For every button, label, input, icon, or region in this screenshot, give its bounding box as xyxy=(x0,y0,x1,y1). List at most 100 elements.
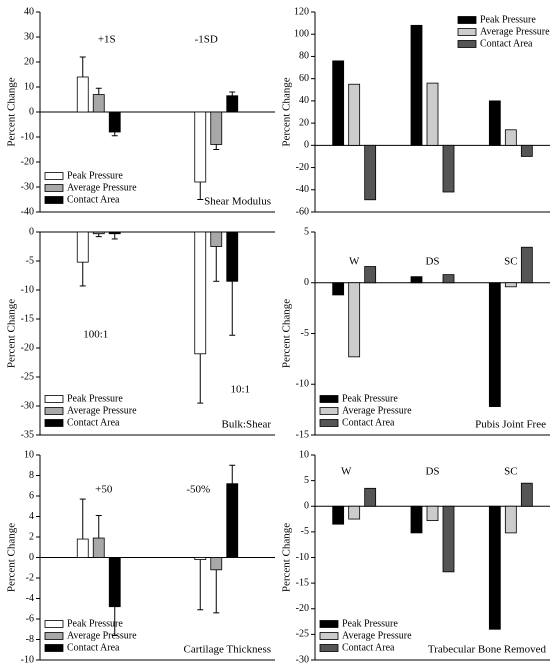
y-tick-label: -25 xyxy=(21,371,34,382)
y-axis-label: Percent Change xyxy=(281,77,293,146)
y-tick-label: 20 xyxy=(24,56,34,67)
bar xyxy=(364,144,377,201)
category-label: W xyxy=(349,256,360,268)
y-axis-label: Percent Change xyxy=(281,523,293,592)
bar xyxy=(504,129,517,146)
legend-label: Peak Pressure xyxy=(480,14,536,25)
bar xyxy=(108,231,121,235)
y-tick-label: -20 xyxy=(21,342,34,353)
legend-swatch xyxy=(44,620,64,628)
panel-label: Pubis Joint Free xyxy=(475,419,546,431)
y-tick-label: -20 xyxy=(296,603,309,614)
y-tick-label: -30 xyxy=(296,654,309,665)
panel-label: Bulk:Shear xyxy=(222,419,272,431)
bar xyxy=(194,231,207,355)
panel-label: Trabecular Bone Removed xyxy=(428,644,547,656)
y-tick-label: -8 xyxy=(26,634,34,645)
legend-label: Peak Pressure xyxy=(342,618,398,629)
y-tick-label: -10 xyxy=(296,379,309,390)
bar xyxy=(364,266,377,284)
legend-swatch xyxy=(44,395,64,403)
legend-label: Contact Area xyxy=(67,417,120,428)
bar xyxy=(504,505,517,534)
y-tick-label: 60 xyxy=(299,73,309,84)
y-tick-label: 4 xyxy=(29,511,34,522)
bar xyxy=(92,231,105,235)
y-tick-label: 10 xyxy=(299,449,309,460)
y-tick-label: -60 xyxy=(296,206,309,217)
legend-label: Average Pressure xyxy=(67,182,137,193)
y-tick-label: -5 xyxy=(301,526,309,537)
category-label: +50 xyxy=(95,484,113,496)
y-tick-label: 20 xyxy=(299,117,309,128)
category-label: SC xyxy=(504,256,517,268)
bar xyxy=(410,24,423,146)
bar xyxy=(364,487,377,507)
y-tick-label: -10 xyxy=(21,654,34,665)
y-axis-label: Percent Change xyxy=(6,77,18,146)
y-tick-label: 8 xyxy=(29,470,34,481)
bar xyxy=(488,100,501,146)
y-axis-label: Percent Change xyxy=(281,299,293,368)
bar xyxy=(108,557,121,608)
y-tick-label: 2 xyxy=(29,531,34,542)
bar xyxy=(210,111,223,145)
bar xyxy=(488,505,501,630)
legend-label: Peak Pressure xyxy=(342,393,398,404)
bar xyxy=(194,111,207,183)
legend-swatch xyxy=(319,632,339,640)
y-tick-label: 0 xyxy=(29,106,34,117)
y-tick-label: -10 xyxy=(296,552,309,563)
legend-swatch xyxy=(44,419,64,427)
panel-label: Cartilage Thickness xyxy=(184,644,271,656)
bar xyxy=(348,83,361,146)
y-tick-label: 80 xyxy=(299,51,309,62)
y-tick-label: -5 xyxy=(26,255,34,266)
y-tick-label: -20 xyxy=(21,156,34,167)
legend-label: Average Pressure xyxy=(342,630,412,641)
y-tick-label: 0 xyxy=(29,226,34,237)
y-tick-label: -40 xyxy=(296,184,309,195)
bar xyxy=(76,231,89,263)
category-label: -1SD xyxy=(195,34,218,46)
y-tick-label: 5 xyxy=(304,226,309,237)
bar xyxy=(348,282,361,358)
bar xyxy=(226,483,239,558)
y-tick-label: -4 xyxy=(26,593,34,604)
bar xyxy=(76,76,89,113)
y-axis-label: Percent Change xyxy=(6,299,18,368)
y-tick-label: 30 xyxy=(24,31,34,42)
bar xyxy=(520,482,533,507)
bar xyxy=(410,505,423,534)
legend-label: Peak Pressure xyxy=(67,618,123,629)
bar xyxy=(226,95,239,113)
category-label: +1S xyxy=(98,34,116,46)
y-tick-label: 0 xyxy=(29,552,34,563)
bar xyxy=(332,505,345,525)
y-tick-label: 10 xyxy=(24,449,34,460)
legend-swatch xyxy=(457,28,477,36)
bar xyxy=(194,557,207,560)
y-axis-label: Percent Change xyxy=(6,523,18,592)
bar xyxy=(520,246,533,284)
y-tick-label: -5 xyxy=(301,328,309,339)
y-tick-label: -2 xyxy=(26,572,34,583)
bar xyxy=(426,505,439,522)
bar xyxy=(92,537,105,558)
bar xyxy=(442,144,455,193)
y-tick-label: -30 xyxy=(21,181,34,192)
legend-swatch xyxy=(44,196,64,204)
category-label: SC xyxy=(504,466,517,478)
y-tick-label: 120 xyxy=(294,6,309,17)
bar xyxy=(442,274,455,284)
legend-label: Contact Area xyxy=(342,417,395,428)
legend-label: Contact Area xyxy=(480,38,533,49)
legend-swatch xyxy=(44,407,64,415)
bar xyxy=(504,282,517,288)
legend-swatch xyxy=(44,184,64,192)
legend-label: Average Pressure xyxy=(480,26,550,37)
y-tick-label: -15 xyxy=(296,577,309,588)
legend-label: Average Pressure xyxy=(67,405,137,416)
